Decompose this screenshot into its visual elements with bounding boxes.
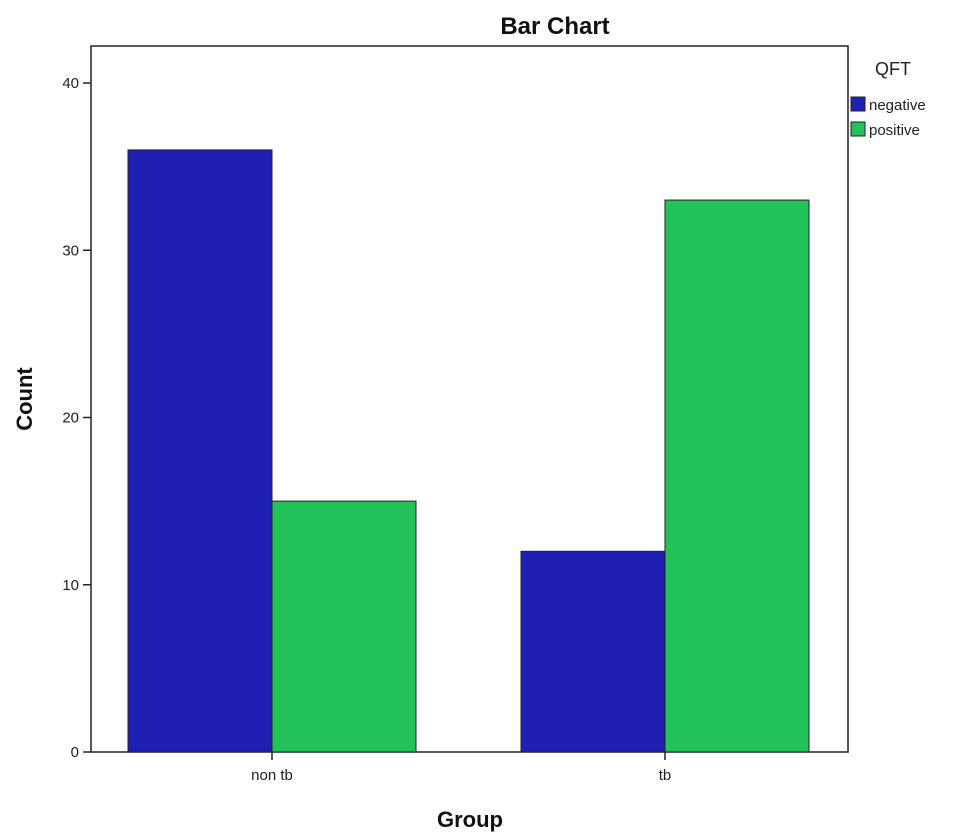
y-tick-label: 10: [62, 577, 79, 594]
legend-swatch-positive: [850, 121, 866, 137]
bars-group: [127, 149, 810, 753]
bar-positive-non-tb: [271, 500, 417, 753]
legend-swatch-negative: [850, 96, 866, 112]
y-tick-label: 40: [62, 75, 79, 92]
x-tick-label: tb: [659, 767, 672, 784]
legend-items: negative positive: [850, 96, 926, 139]
y-axis-label: Count: [12, 367, 37, 431]
x-axis: non tb tb: [251, 752, 671, 784]
bar-negative-tb: [520, 550, 666, 753]
x-axis-label: Group: [437, 807, 503, 832]
legend: QFT negative positive: [850, 59, 926, 139]
y-tick-label: 0: [71, 744, 79, 761]
bar-negative-non-tb: [127, 149, 273, 753]
y-tick-label: 30: [62, 242, 79, 259]
legend-label-negative: negative: [869, 97, 926, 114]
chart-title: Bar Chart: [500, 13, 609, 40]
legend-label-positive: positive: [869, 122, 920, 139]
bar-positive-tb: [664, 199, 810, 753]
y-tick-label: 20: [62, 410, 79, 427]
legend-title: QFT: [875, 59, 911, 79]
x-tick-label: non tb: [251, 767, 293, 784]
y-axis: 0 10 20 30 40: [62, 75, 91, 761]
